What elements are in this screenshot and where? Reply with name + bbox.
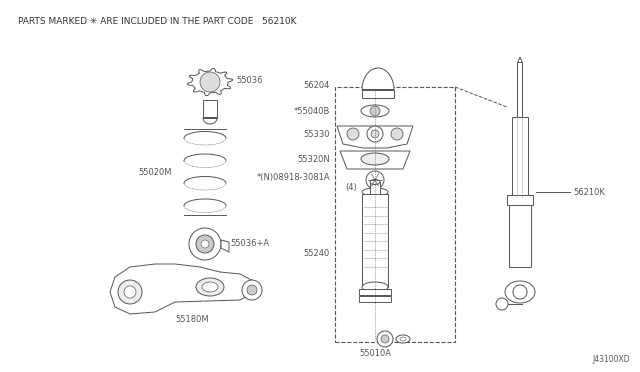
Bar [335,87,455,342]
Circle shape [513,285,527,299]
Text: 55036: 55036 [236,76,262,84]
Polygon shape [110,264,255,314]
Ellipse shape [396,335,410,343]
Circle shape [371,130,379,138]
Text: (4): (4) [345,183,356,192]
Bar [507,195,533,205]
Polygon shape [340,151,410,169]
Text: 55020M: 55020M [138,167,172,176]
Ellipse shape [400,337,406,341]
Circle shape [347,128,359,140]
Bar [512,117,528,197]
Text: 55330: 55330 [303,129,330,138]
Circle shape [124,286,136,298]
Ellipse shape [362,188,388,196]
Text: 55010A: 55010A [359,350,391,359]
Polygon shape [362,68,394,90]
Circle shape [189,228,221,260]
Text: 56210K: 56210K [573,187,605,196]
Circle shape [200,72,220,92]
Text: 56204: 56204 [303,80,330,90]
Text: *(N)08918-3081A: *(N)08918-3081A [257,173,330,182]
Text: J43100XD: J43100XD [593,355,630,364]
Bar [203,100,217,118]
Circle shape [381,335,389,343]
Ellipse shape [361,105,389,117]
Text: 55036+A: 55036+A [230,240,269,248]
Bar [362,194,388,287]
Ellipse shape [362,282,388,292]
Bar [359,289,391,295]
Bar [362,90,394,98]
Text: 55180M: 55180M [175,315,209,324]
Circle shape [242,280,262,300]
Circle shape [496,298,508,310]
Circle shape [377,331,393,347]
Circle shape [247,285,257,295]
Polygon shape [221,240,229,252]
Ellipse shape [370,180,380,185]
Circle shape [366,171,384,189]
Text: 55240: 55240 [304,250,330,259]
Polygon shape [337,126,413,148]
Text: PARTS MARKED ✳ ARE INCLUDED IN THE PART CODE   56210K: PARTS MARKED ✳ ARE INCLUDED IN THE PART … [18,17,296,26]
Circle shape [370,106,380,116]
Ellipse shape [202,282,218,292]
Ellipse shape [361,153,389,165]
Bar [359,296,391,302]
Circle shape [367,126,383,142]
Bar [509,197,531,267]
Polygon shape [188,68,233,96]
Bar [370,182,380,194]
Bar [518,62,522,117]
Polygon shape [203,118,217,124]
Text: *55040B: *55040B [294,106,330,115]
Ellipse shape [196,278,224,296]
Circle shape [201,240,209,248]
Circle shape [118,280,142,304]
Circle shape [391,128,403,140]
Ellipse shape [505,281,535,303]
Text: 55320N: 55320N [297,154,330,164]
Circle shape [196,235,214,253]
